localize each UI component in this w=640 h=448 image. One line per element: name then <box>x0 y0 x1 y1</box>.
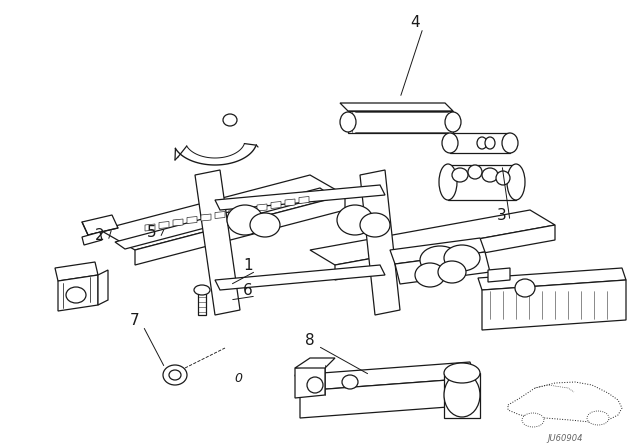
Polygon shape <box>243 207 253 214</box>
Polygon shape <box>55 262 98 281</box>
Text: 2: 2 <box>95 228 105 242</box>
Text: 5: 5 <box>147 224 157 240</box>
Polygon shape <box>390 238 485 264</box>
Polygon shape <box>100 175 345 250</box>
Text: 7: 7 <box>130 313 140 327</box>
Text: JU60904: JU60904 <box>547 434 583 443</box>
Ellipse shape <box>227 205 263 235</box>
Polygon shape <box>215 211 225 219</box>
Ellipse shape <box>452 168 468 182</box>
Ellipse shape <box>66 287 86 303</box>
Text: 3: 3 <box>497 207 507 223</box>
Ellipse shape <box>307 377 323 393</box>
Ellipse shape <box>340 112 356 132</box>
Polygon shape <box>215 185 385 210</box>
Polygon shape <box>159 221 169 228</box>
Polygon shape <box>82 215 118 235</box>
Polygon shape <box>478 268 626 290</box>
Polygon shape <box>444 373 480 418</box>
Polygon shape <box>58 275 98 311</box>
Polygon shape <box>448 165 516 200</box>
Ellipse shape <box>442 133 458 153</box>
Text: 0: 0 <box>234 371 242 384</box>
Polygon shape <box>201 214 211 221</box>
Ellipse shape <box>502 133 518 153</box>
Polygon shape <box>173 219 183 226</box>
Ellipse shape <box>163 365 187 385</box>
Polygon shape <box>310 210 555 265</box>
Ellipse shape <box>477 137 487 149</box>
Polygon shape <box>135 195 345 265</box>
Ellipse shape <box>587 411 609 425</box>
Polygon shape <box>295 362 475 391</box>
Ellipse shape <box>439 164 457 200</box>
Ellipse shape <box>169 370 181 380</box>
Polygon shape <box>295 365 325 398</box>
Text: 1: 1 <box>243 258 253 272</box>
Polygon shape <box>482 280 626 330</box>
Polygon shape <box>450 133 510 153</box>
Polygon shape <box>295 358 335 368</box>
Polygon shape <box>360 170 400 315</box>
Text: 6: 6 <box>243 283 253 297</box>
Polygon shape <box>145 224 155 231</box>
Ellipse shape <box>468 165 482 179</box>
Ellipse shape <box>337 205 373 235</box>
Polygon shape <box>187 216 197 224</box>
Polygon shape <box>340 103 453 111</box>
Text: 8: 8 <box>305 332 315 348</box>
Ellipse shape <box>250 213 280 237</box>
Polygon shape <box>335 225 555 280</box>
Polygon shape <box>98 270 108 305</box>
Polygon shape <box>115 188 330 249</box>
Ellipse shape <box>507 164 525 200</box>
Polygon shape <box>348 111 453 133</box>
Polygon shape <box>395 252 490 284</box>
Ellipse shape <box>360 213 390 237</box>
Polygon shape <box>271 202 281 208</box>
Ellipse shape <box>420 246 460 274</box>
Polygon shape <box>195 170 240 315</box>
Ellipse shape <box>444 363 480 383</box>
Polygon shape <box>285 199 295 206</box>
Ellipse shape <box>342 375 358 389</box>
Text: 4: 4 <box>410 14 420 30</box>
Polygon shape <box>299 197 309 203</box>
Polygon shape <box>82 232 102 245</box>
Ellipse shape <box>194 285 210 295</box>
Ellipse shape <box>482 168 498 182</box>
Polygon shape <box>488 268 510 282</box>
Polygon shape <box>300 378 475 418</box>
Ellipse shape <box>223 114 237 126</box>
Ellipse shape <box>438 261 466 283</box>
Ellipse shape <box>522 413 544 427</box>
Polygon shape <box>215 265 385 290</box>
Polygon shape <box>257 204 267 211</box>
Polygon shape <box>229 209 239 216</box>
Ellipse shape <box>485 137 495 149</box>
Polygon shape <box>198 293 206 315</box>
Ellipse shape <box>445 112 461 132</box>
Ellipse shape <box>515 279 535 297</box>
Ellipse shape <box>444 373 480 417</box>
Ellipse shape <box>444 245 480 271</box>
Ellipse shape <box>415 263 445 287</box>
Ellipse shape <box>496 171 510 185</box>
